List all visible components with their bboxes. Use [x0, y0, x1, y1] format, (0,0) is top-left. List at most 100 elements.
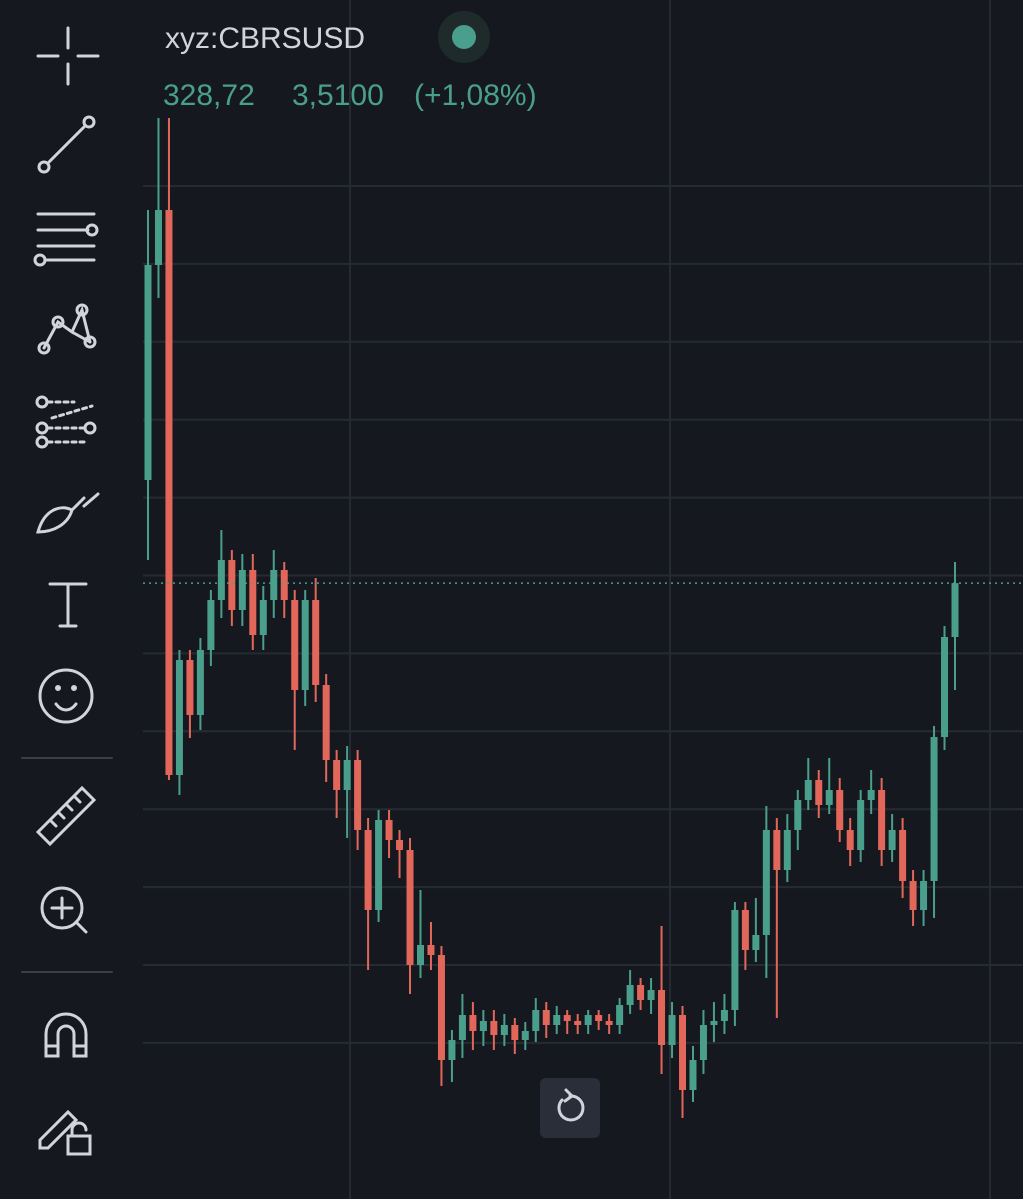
candle-body — [144, 265, 152, 480]
candle-body — [238, 570, 246, 610]
candle-body — [720, 1010, 728, 1021]
candle-body — [375, 820, 383, 910]
candle-body — [416, 945, 424, 965]
candle-body — [396, 840, 404, 850]
brush-tool[interactable] — [36, 492, 100, 534]
zoom-tool[interactable] — [40, 886, 88, 934]
candle-body — [165, 210, 173, 775]
candle-body — [542, 1010, 550, 1025]
candle-body — [312, 600, 320, 685]
ruler-tool[interactable] — [35, 785, 97, 847]
reset-button[interactable] — [540, 1078, 600, 1138]
candle-body — [196, 650, 204, 715]
candle-body — [762, 830, 770, 935]
candle-body — [427, 945, 435, 955]
candle-body — [899, 830, 907, 881]
candle-body — [479, 1021, 487, 1031]
candle-body — [658, 990, 666, 1045]
change: 3,5100 — [292, 79, 384, 112]
candle-body — [228, 560, 236, 610]
candle-body — [941, 637, 949, 737]
candle-body — [270, 570, 278, 600]
toolbar-separator — [21, 757, 113, 973]
candle-body — [259, 600, 267, 635]
candle-body — [794, 800, 802, 830]
candle-body — [930, 737, 938, 881]
candle-body — [280, 570, 288, 600]
candle-body — [521, 1031, 529, 1040]
candle-body — [490, 1021, 498, 1035]
candle-body — [804, 780, 812, 800]
candle-body — [217, 560, 225, 600]
candle-body — [364, 830, 372, 910]
candle-body — [668, 1015, 676, 1045]
candle-body — [741, 910, 749, 950]
candle-body — [354, 760, 362, 830]
candle-body — [825, 790, 833, 805]
candle-body — [867, 790, 875, 800]
candle-body — [553, 1015, 561, 1025]
candle-body — [406, 850, 414, 965]
candle-body — [710, 1021, 718, 1025]
candle-body — [637, 985, 645, 1000]
emoji-tool[interactable] — [38, 668, 94, 724]
candle-body — [175, 660, 183, 775]
candle-body — [920, 881, 928, 910]
candle-body — [186, 660, 194, 715]
status-dot — [452, 25, 476, 49]
candle-body — [616, 1005, 624, 1025]
toolbar — [21, 26, 113, 1156]
text-tool[interactable] — [48, 582, 88, 628]
candles — [143, 118, 1023, 1118]
magnet-tool[interactable] — [44, 1012, 88, 1058]
lock-drawings-tool[interactable] — [38, 1109, 92, 1156]
candle-body — [154, 210, 162, 265]
fib-tool[interactable] — [33, 212, 99, 267]
candle-body — [301, 600, 309, 690]
candle-body — [689, 1060, 697, 1090]
candle-body — [951, 583, 959, 637]
candle-body — [605, 1021, 613, 1025]
change-pct: (+1,08%) — [414, 79, 537, 112]
candle-body — [752, 935, 760, 950]
candle-body — [626, 985, 634, 1005]
forecast-tool[interactable] — [35, 395, 97, 449]
candle-body — [437, 955, 445, 1060]
crosshair-tool[interactable] — [36, 26, 100, 86]
candle-body — [857, 800, 865, 850]
candle-body — [291, 600, 299, 690]
candle-body — [647, 990, 655, 1000]
candle-body — [469, 1015, 477, 1031]
trend-line-tool[interactable] — [37, 115, 96, 174]
candle-body — [574, 1021, 582, 1025]
candle-body — [909, 881, 917, 910]
candle-body — [783, 830, 791, 870]
candle-body — [815, 780, 823, 805]
pattern-tool[interactable] — [37, 303, 97, 355]
symbol: xyz:CBRSUSD — [165, 22, 365, 55]
candle-body — [563, 1015, 571, 1021]
candle-body — [584, 1015, 592, 1025]
candle-body — [836, 790, 844, 830]
candle-body — [679, 1015, 687, 1090]
last-price: 328,72 — [163, 79, 255, 112]
candle-body — [878, 790, 886, 850]
candle-body — [699, 1025, 707, 1060]
candle-body — [249, 570, 257, 635]
candle-body — [458, 1015, 466, 1040]
candle-body — [207, 600, 215, 650]
candle-body — [846, 830, 854, 850]
candle-body — [532, 1010, 540, 1031]
candle-body — [333, 760, 341, 790]
candle-body — [385, 820, 393, 840]
grid — [143, 0, 1023, 1199]
candle-body — [511, 1025, 519, 1040]
candle-body — [888, 830, 896, 850]
candle-body — [731, 910, 739, 1010]
candle-body — [595, 1015, 603, 1021]
candle-body — [448, 1040, 456, 1060]
candle-body — [500, 1025, 508, 1035]
